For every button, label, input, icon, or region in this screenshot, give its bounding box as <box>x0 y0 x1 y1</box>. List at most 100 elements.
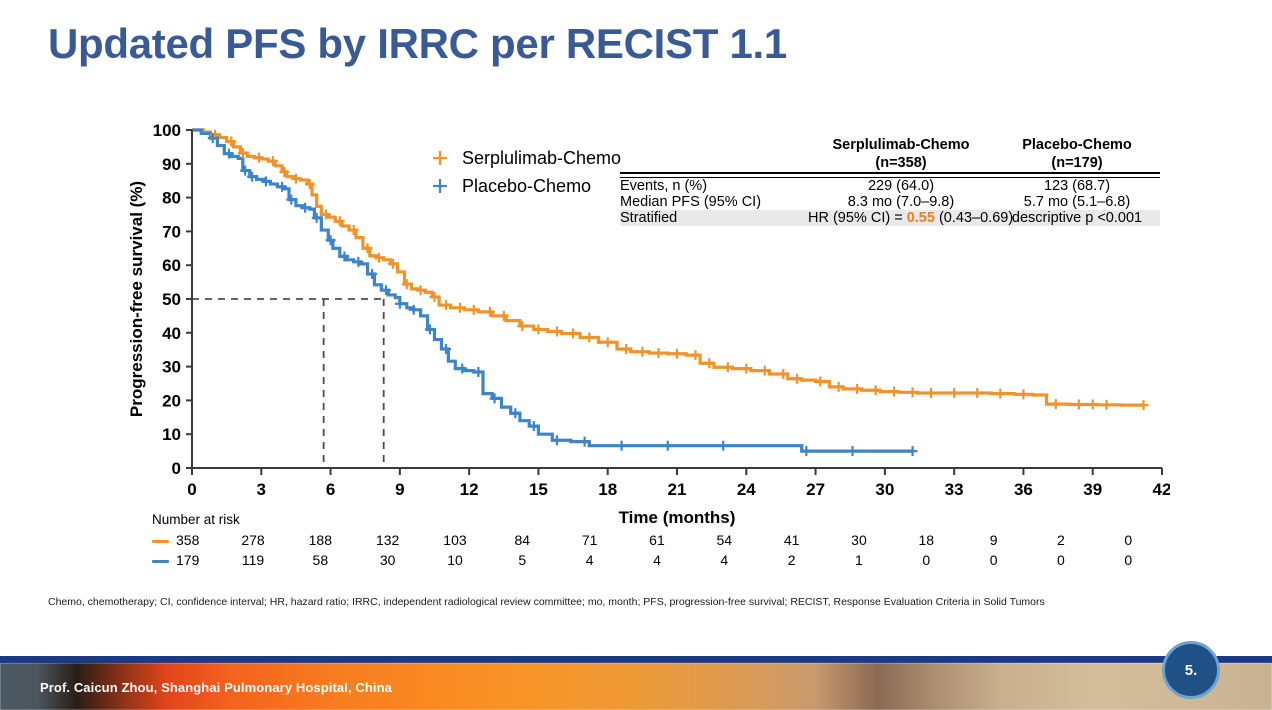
censor-tick <box>972 387 983 398</box>
stats-header-placebo: Placebo-Chemo (n=179) <box>994 136 1160 173</box>
number-at-risk-cell: 0 <box>922 552 931 568</box>
censor-tick <box>362 243 373 254</box>
censor-tick <box>568 328 579 339</box>
censor-tick <box>325 235 336 246</box>
number-at-risk-cell: 119 <box>241 552 265 568</box>
censor-tick <box>468 304 479 315</box>
censor-tick <box>311 212 322 223</box>
number-at-risk-cell: 0 <box>1124 552 1133 568</box>
stats-table: Serplulimab-Chemo (n=358) Placebo-Chemo … <box>620 136 1160 227</box>
censor-tick <box>579 436 590 447</box>
x-tick-label: 36 <box>1014 480 1033 499</box>
censor-tick <box>907 387 918 398</box>
censor-tick <box>320 209 331 220</box>
x-tick-label: 6 <box>326 480 335 499</box>
censor-tick <box>408 304 419 315</box>
censor-tick <box>339 251 350 262</box>
censor-tick <box>207 133 218 144</box>
x-tick-label: 42 <box>1153 480 1170 499</box>
censor-tick <box>815 376 826 387</box>
number-at-risk-cell: 18 <box>918 532 935 548</box>
km-chart: 0 10 20 30 40 50 60 70 80 90 100 0 3 6 9 12 15 18 21 24 27 30… <box>120 120 1170 540</box>
censor-tick <box>949 387 960 398</box>
censor-tick <box>498 310 509 321</box>
number-at-risk-cell: 30 <box>851 532 867 548</box>
censor-tick <box>279 166 290 177</box>
censor-tick <box>290 173 301 184</box>
legend-item: Placebo-Chemo <box>433 176 591 196</box>
number-at-risk: Number at risk 358 278 188 132 103 84 71 61 54 41… <box>152 512 1162 570</box>
censor-tick <box>510 408 521 419</box>
x-tick-label: 9 <box>395 480 404 499</box>
number-at-risk-row: 179 119 58 30 10 5 4 4 4 2 1 0 0 0 0 <box>152 550 1162 570</box>
x-tick-label: 0 <box>187 480 196 499</box>
censor-tick <box>304 179 315 190</box>
col1-name: Serplulimab-Chemo <box>832 137 970 153</box>
number-at-risk-cell: 5 <box>518 552 527 568</box>
censor-tick <box>454 302 465 313</box>
hazard-ratio-cell: HR (95% CI) = 0.55 (0.43–0.69) <box>808 210 1013 227</box>
legend-label: Placebo-Chemo <box>462 176 591 196</box>
y-tick-label: 40 <box>162 324 181 343</box>
number-at-risk-cell: 41 <box>783 532 800 548</box>
censor-tick <box>621 344 632 355</box>
y-tick-label: 30 <box>162 358 181 377</box>
censor-tick <box>374 252 385 263</box>
col1-n: (n=358) <box>875 155 927 172</box>
censor-tick <box>247 171 258 182</box>
number-at-risk-cell: 58 <box>312 552 329 568</box>
stats-header-row: Serplulimab-Chemo (n=358) Placebo-Chemo … <box>620 136 1160 173</box>
footnote: Chemo, chemotherapy; CI, confidence inte… <box>48 596 1045 608</box>
censor-tick <box>602 337 613 348</box>
table-row: Events, n (%) 229 (64.0) 123 (68.7) <box>620 178 1160 195</box>
x-tick-label: 12 <box>460 480 479 499</box>
censor-tick <box>424 324 435 335</box>
legend-item: Serplulimab-Chemo <box>433 148 621 168</box>
censor-tick <box>852 383 863 394</box>
censor-tick <box>847 446 858 457</box>
number-at-risk-title: Number at risk <box>152 512 240 527</box>
censor-tick <box>551 435 562 446</box>
p-value: descriptive p <0.001 <box>994 210 1160 227</box>
chart-legend: Serplulimab-Chemo Placebo-Chemo <box>433 148 621 196</box>
censor-tick <box>226 136 237 147</box>
censor-tick <box>517 321 528 332</box>
censor-tick <box>401 279 412 290</box>
censor-tick <box>926 387 937 398</box>
row-events-serplulimab: 229 (64.0) <box>867 178 935 195</box>
censor-tick <box>387 258 398 269</box>
hr-ci: (0.43–0.69) <box>934 210 1014 227</box>
censor-tick <box>457 363 468 374</box>
censor-tick <box>223 148 234 159</box>
censor-tick <box>381 285 391 296</box>
series-swatch <box>152 539 169 543</box>
row-median-placebo: 5.7 mo (5.1–6.8) <box>1023 194 1131 211</box>
row-median-serplulimab: 8.3 mo (7.0–9.8) <box>847 194 955 211</box>
number-at-risk-cell: 61 <box>649 532 665 548</box>
x-tick-label: 39 <box>1083 480 1102 499</box>
number-at-risk-cell: 84 <box>514 532 531 548</box>
censor-tick <box>833 381 844 392</box>
number-at-risk-cell: 10 <box>447 552 463 568</box>
median-reference-lines <box>192 298 385 468</box>
censor-tick <box>348 225 359 236</box>
number-at-risk-cell: 4 <box>653 552 661 568</box>
censor-tick <box>267 156 278 167</box>
censor-tick <box>907 446 918 457</box>
number-at-risk-cell: 179 <box>152 550 219 570</box>
censor-tick <box>533 324 544 335</box>
censor-tick <box>1073 399 1084 410</box>
legend-label: Serplulimab-Chemo <box>462 148 621 168</box>
number-at-risk-cell: 4 <box>585 552 594 568</box>
number-at-risk-cell: 0 <box>989 552 998 568</box>
y-tick-label: 10 <box>162 425 181 444</box>
x-tick-label: 30 <box>875 480 894 499</box>
x-tick-label: 33 <box>945 480 964 499</box>
x-tick-label: 3 <box>257 480 266 499</box>
number-at-risk-cell: 103 <box>443 532 467 548</box>
y-tick-label: 0 <box>172 459 181 478</box>
censor-markers <box>207 129 1149 457</box>
censor-tick <box>662 440 673 451</box>
censor-tick <box>1018 389 1029 400</box>
censor-tick <box>584 332 595 343</box>
